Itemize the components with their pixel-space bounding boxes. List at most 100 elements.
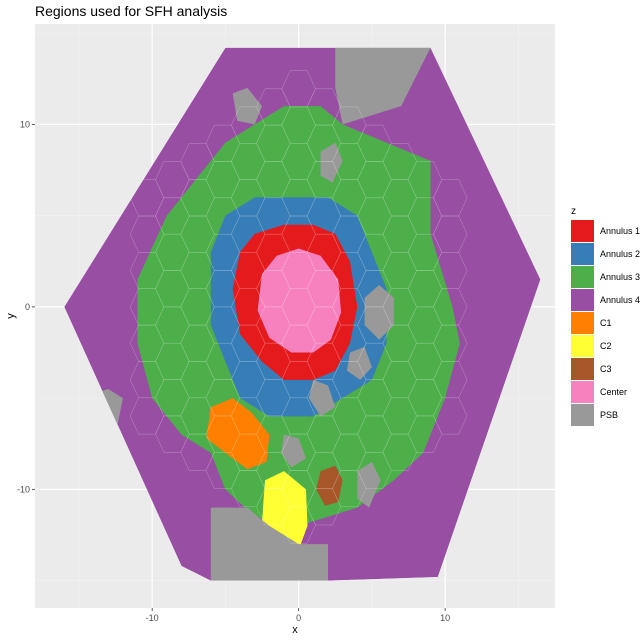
cell [205, 415, 240, 453]
legend-label: PSB [600, 410, 618, 420]
cell [382, 252, 417, 289]
cell [281, 215, 316, 253]
cell [256, 415, 291, 453]
cell [357, 342, 392, 380]
x-tick-label: 0 [296, 613, 301, 623]
region-psb [320, 142, 343, 183]
cell [231, 324, 266, 362]
cell [205, 161, 240, 199]
cell [281, 361, 316, 399]
cell [231, 470, 266, 508]
cell [180, 143, 215, 180]
y-tick-label: -10 [17, 484, 30, 494]
cell [231, 252, 266, 289]
legend-label: Annulus 1 [600, 226, 640, 236]
cell [332, 470, 367, 508]
cell [382, 433, 417, 471]
cell [129, 324, 165, 362]
cell [205, 452, 240, 489]
cell [306, 415, 342, 453]
cell [281, 179, 316, 217]
cell [256, 488, 291, 526]
cell [382, 215, 417, 253]
cell [306, 342, 342, 380]
cell [357, 379, 392, 417]
cell [180, 288, 215, 326]
cell [180, 433, 215, 471]
cell [433, 252, 468, 289]
cell [332, 397, 367, 435]
cell [205, 342, 240, 380]
cell [382, 324, 417, 362]
cell [306, 379, 342, 417]
cell [433, 397, 468, 435]
cell [231, 106, 266, 144]
region-center [257, 248, 342, 353]
cell [332, 143, 367, 180]
cell [332, 215, 367, 253]
cell [407, 415, 443, 453]
cell [281, 288, 316, 326]
cell [382, 397, 417, 435]
legend-key [571, 358, 594, 380]
cell [382, 288, 417, 326]
region-psb [364, 285, 394, 340]
cell [129, 252, 165, 289]
legend-key [571, 335, 594, 357]
cell [332, 288, 367, 326]
cell [407, 306, 443, 344]
cell [129, 288, 165, 326]
cell [231, 143, 266, 180]
y-tick-label: 10 [20, 119, 30, 129]
cell [357, 270, 392, 308]
cell [382, 179, 417, 217]
cell [155, 197, 190, 235]
cell [306, 452, 342, 489]
legend-label: Annulus 2 [600, 249, 640, 259]
cell [205, 306, 240, 344]
cell [180, 215, 215, 253]
legend-key [571, 243, 594, 265]
cell [407, 197, 443, 235]
region-psb [232, 87, 262, 125]
x-tick-label: 10 [440, 613, 450, 623]
legend-key [571, 404, 594, 426]
cell [256, 88, 291, 126]
cell [332, 324, 367, 362]
cell [129, 215, 165, 253]
cell [433, 324, 468, 362]
legend-title: z [571, 206, 576, 217]
cell [256, 197, 291, 235]
cell [231, 288, 266, 326]
cell [256, 233, 291, 271]
cell [357, 306, 392, 344]
cell [407, 270, 443, 308]
cell [180, 324, 215, 362]
cell [332, 433, 367, 471]
cell [357, 415, 392, 453]
cell [357, 233, 392, 271]
cell [306, 88, 342, 126]
y-axis-title: y [5, 313, 17, 319]
cell [306, 270, 342, 308]
region-psb [357, 462, 381, 508]
legend: z Annulus 1 Annulus 2 Annulus 3 Annulus 4 C1… [571, 206, 640, 426]
cell [281, 143, 316, 180]
cell [231, 433, 266, 471]
cell [155, 270, 190, 308]
cell [205, 124, 240, 162]
cell [281, 470, 316, 508]
cell [407, 233, 443, 271]
cell [357, 161, 392, 199]
cell [231, 361, 266, 399]
cell [205, 233, 240, 271]
cell [281, 397, 316, 435]
cell [155, 379, 190, 417]
cell [256, 306, 291, 344]
axis-ticks: -10 0 10 -10 0 10 [17, 119, 450, 623]
cell [256, 161, 291, 199]
cell [231, 397, 266, 435]
cell [306, 306, 342, 344]
cell [332, 179, 367, 217]
cell [231, 215, 266, 253]
